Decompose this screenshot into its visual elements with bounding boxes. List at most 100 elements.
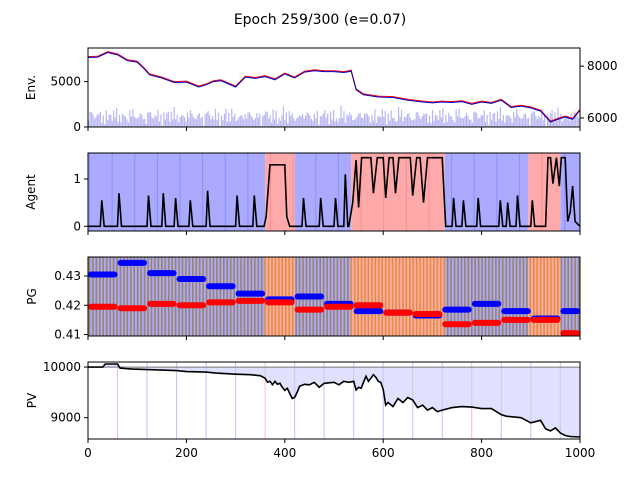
pv-fill	[88, 364, 580, 437]
env-volume-bar-332	[578, 117, 580, 127]
env-volume-bar-121	[266, 111, 268, 127]
env-volume-bar-249	[455, 109, 457, 127]
env-volume-bar-306	[539, 118, 541, 127]
env-volume-bar-153	[313, 113, 316, 127]
env-volume-bar-52	[164, 119, 166, 127]
env-volume-bar-31	[133, 116, 135, 127]
env-volume-bar-295	[523, 114, 525, 127]
env-volume-bar-185	[361, 117, 363, 127]
env-volume-bar-146	[303, 118, 305, 127]
pg-band-6	[560, 257, 580, 336]
env-volume-bar-238	[439, 110, 441, 127]
env-volume-bar-244	[448, 112, 450, 127]
env-volume-bar-284	[507, 115, 509, 127]
env-volume-bar-57	[172, 119, 174, 127]
env-volume-bar-23	[121, 113, 124, 127]
env-volume-bar-240	[442, 108, 444, 127]
pg-ytick-1: 0.42	[54, 298, 88, 312]
env-volume-bar-171	[340, 105, 342, 127]
env-volume-bar-104	[241, 115, 243, 127]
env-volume-bar-258	[468, 119, 471, 127]
env-volume-bar-161	[325, 117, 327, 127]
env-volume-bar-188	[365, 113, 367, 127]
env-volume-bar-325	[567, 115, 569, 127]
env-volume-bar-317	[555, 120, 558, 127]
pv-ytick-label-0: 9000	[50, 411, 81, 425]
pv-ytick-label-1: 10000	[43, 360, 81, 374]
env-volume-bar-103	[240, 115, 242, 127]
env-volume-bar-46	[155, 116, 158, 127]
pv-ytick-1: 10000	[43, 360, 88, 374]
env-volume-bar-304	[536, 119, 538, 127]
env-volume-bar-198	[380, 116, 382, 127]
env-volume-bar-120	[265, 111, 267, 127]
env-volume-bar-252	[459, 117, 462, 127]
env-volume-bar-76	[200, 118, 202, 127]
env-volume-bar-133	[284, 120, 286, 127]
env-volume-bar-127	[275, 110, 277, 127]
env-price-envelope-red-line	[88, 51, 580, 122]
env-volume-bar-173	[343, 111, 345, 127]
env-volume-bar-197	[378, 116, 380, 127]
env-volume-bar-64	[182, 115, 184, 127]
env-volume-bar-26	[126, 119, 128, 127]
env-volume-bar-205	[390, 110, 392, 127]
env-volume-bar-269	[485, 121, 487, 127]
env-volume-bar-74	[197, 115, 199, 127]
env-volume-bar-21	[118, 114, 121, 127]
agent-ylabel: Agent	[24, 174, 38, 210]
env-volume-bar-129	[278, 117, 280, 127]
env-volume-bar-53	[166, 113, 168, 127]
env-volume-bar-215	[405, 117, 407, 127]
agent-band-6	[560, 153, 580, 231]
env-volume-bar-9	[101, 122, 103, 127]
env-volume-bar-10	[102, 115, 104, 127]
env-volume-bar-270	[486, 114, 488, 127]
env-volume-bar-259	[470, 119, 472, 127]
env-volume-bar-51	[163, 112, 165, 127]
env-y2tick-1: 8000	[580, 59, 618, 73]
env-volume-bar-48	[158, 121, 161, 127]
env-volume-bar-49	[160, 114, 162, 127]
agent-agent-action-line	[88, 156, 580, 228]
env-volume-bar-322	[563, 118, 565, 127]
env-volume-bar-283	[505, 115, 507, 127]
env-volume-bar-40	[147, 112, 149, 127]
env-volume-bar-4	[93, 118, 96, 127]
env-volume-bar-30	[132, 108, 134, 127]
env-volume-bar-180	[353, 119, 355, 127]
env-volume-bar-170	[338, 118, 341, 127]
env-volume-bar-115	[257, 117, 259, 127]
env-volume-bar-246	[451, 116, 453, 127]
env-volume-bar-5	[95, 117, 97, 127]
env-volume-bar-98	[232, 117, 234, 127]
env-volume-bar-100	[235, 120, 237, 127]
env-volume-bar-39	[145, 123, 147, 127]
env-volume-bar-144	[300, 116, 302, 127]
env-volume-bar-165	[331, 119, 333, 127]
env-volume-bar-199	[381, 109, 383, 127]
env-volume-bar-323	[564, 116, 566, 127]
env-volume-bar-128	[276, 124, 279, 127]
env-volume-bar-159	[322, 113, 324, 127]
env-volume-bar-94	[226, 121, 228, 127]
env-volume-bar-220	[412, 119, 414, 127]
env-volume-bar-11	[104, 124, 106, 127]
env-volume-bar-27	[127, 122, 130, 127]
env-volume-bar-43	[151, 117, 153, 127]
env-volume-bar-7	[98, 114, 100, 127]
env-volume-bar-302	[533, 111, 535, 127]
env-volume-bar-35	[139, 113, 141, 127]
env-ytick-label-1: 5000	[50, 75, 81, 89]
env-volume-bar-200	[383, 116, 385, 127]
env-volume-bar-255	[464, 116, 466, 127]
env-volume-bar-99	[234, 113, 236, 127]
env-volume-bar-231	[428, 115, 431, 127]
env-volume-bar-175	[346, 114, 348, 127]
env-volume-bar-192	[371, 114, 373, 127]
env-volume-bar-113	[254, 118, 256, 127]
env-volume-bar-318	[557, 107, 559, 127]
env-volume-bar-291	[517, 114, 519, 127]
env-volume-bar-145	[302, 114, 304, 127]
